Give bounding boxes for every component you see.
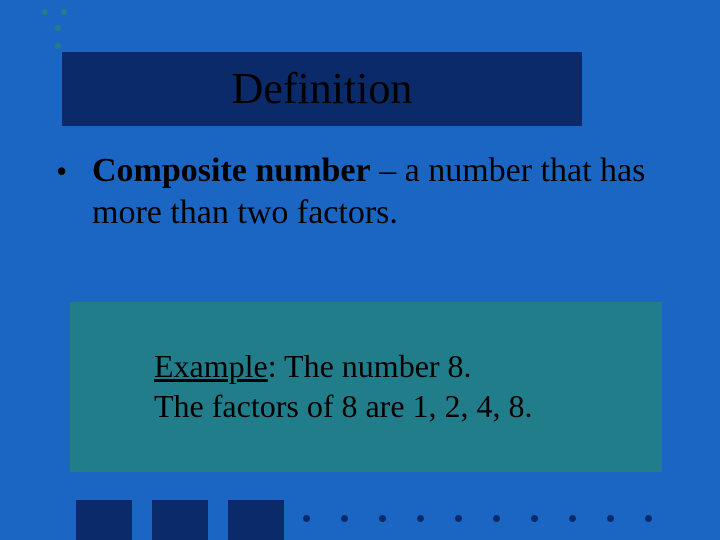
- decor-dot: [493, 515, 500, 522]
- decor-dot: [531, 515, 538, 522]
- decor-square: [152, 500, 208, 540]
- definition-block: • Composite number – a number that has m…: [56, 150, 656, 234]
- decor-dot: [61, 9, 67, 15]
- decor-square: [228, 500, 284, 540]
- decor-dot: [341, 515, 348, 522]
- decor-dot: [607, 515, 614, 522]
- definition-sep: –: [371, 152, 405, 189]
- slide-title: Definition: [232, 64, 413, 113]
- bullet-icon: •: [56, 150, 78, 192]
- definition-term: Composite number: [92, 152, 371, 189]
- example-label: Example: [154, 348, 268, 384]
- decor-dot: [303, 515, 310, 522]
- example-text: Example: The number 8. The factors of 8 …: [70, 302, 662, 426]
- decor-dot: [569, 515, 576, 522]
- definition-text: Composite number – a number that has mor…: [92, 150, 656, 234]
- decor-dot: [55, 43, 61, 49]
- decor-dot: [455, 515, 462, 522]
- example-line2: The factors of 8 are 1, 2, 4, 8.: [154, 388, 533, 424]
- decor-dot: [42, 9, 48, 15]
- example-line1-rest: : The number 8.: [268, 348, 472, 384]
- definition-bullet-row: • Composite number – a number that has m…: [56, 150, 656, 234]
- decor-dot: [379, 515, 386, 522]
- decor-dot: [645, 515, 652, 522]
- slide: Definition • Composite number – a number…: [0, 0, 720, 540]
- example-box: Example: The number 8. The factors of 8 …: [70, 302, 662, 472]
- decor-dot: [55, 25, 61, 31]
- decor-square: [76, 500, 132, 540]
- decor-dot: [417, 515, 424, 522]
- title-bar: Definition: [62, 52, 582, 126]
